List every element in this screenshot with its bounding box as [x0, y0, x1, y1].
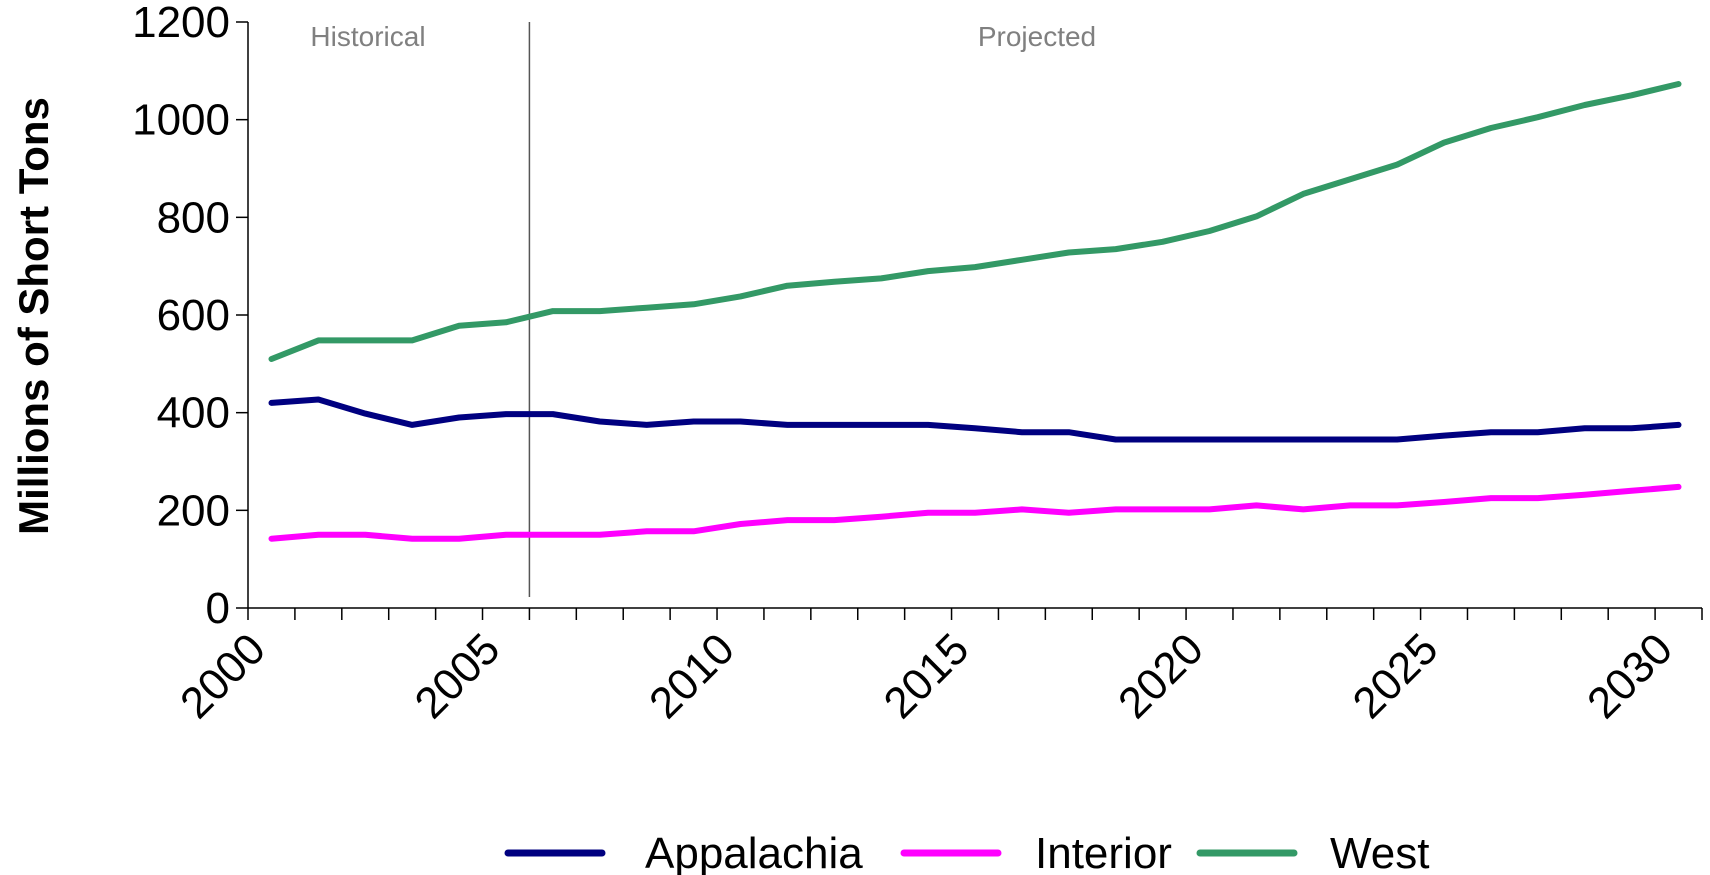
x-tick-label: 2030 [1578, 624, 1682, 728]
plot-area: Historical Projected 0 200 400 600 800 1000 12… [132, 0, 1703, 728]
series-line-appalachia [268, 396, 1682, 443]
x-ticks: 2000 2005 2010 2015 2020 2025 2030 [171, 608, 1703, 728]
y-tick-label: 1200 [132, 0, 230, 47]
series-line-interior [268, 483, 1682, 542]
legend: Appalachia Interior West [504, 829, 1429, 875]
x-tick-label: 2000 [171, 624, 275, 728]
y-tick-label: 400 [157, 389, 230, 438]
legend-label-appalachia: Appalachia [645, 829, 863, 875]
projected-label: Projected [978, 21, 1096, 52]
y-tick-label: 600 [157, 291, 230, 340]
historical-label: Historical [310, 21, 425, 52]
x-tick-label: 2005 [406, 624, 510, 728]
series-lines [268, 81, 1682, 542]
y-tick-label: 0 [206, 584, 230, 633]
x-tick-label: 2020 [1109, 624, 1213, 728]
x-tick-label: 2015 [875, 624, 979, 728]
y-tick-label: 1000 [132, 96, 230, 145]
legend-label-interior: Interior [1035, 829, 1172, 875]
series-line-west [268, 81, 1682, 362]
x-tick-label: 2025 [1344, 624, 1448, 728]
y-axis-title: Millions of Short Tons [10, 97, 57, 535]
x-tick-label: 2010 [640, 624, 744, 728]
legend-label-west: West [1330, 829, 1429, 875]
y-ticks: 0 200 400 600 800 1000 1200 [132, 0, 248, 633]
y-tick-label: 800 [157, 193, 230, 242]
y-tick-label: 200 [157, 486, 230, 535]
